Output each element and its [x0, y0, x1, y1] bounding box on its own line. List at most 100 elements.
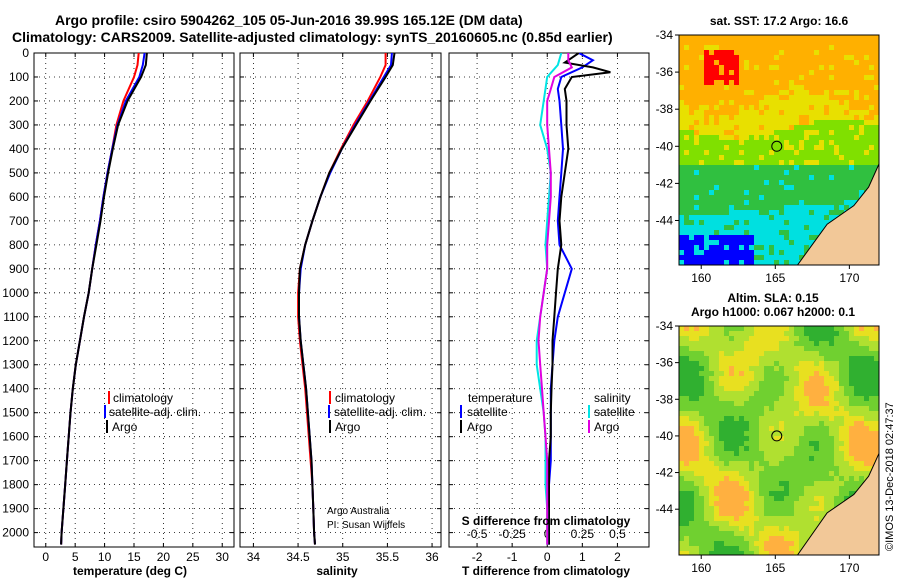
map-cell [779, 466, 785, 472]
map-cell [719, 125, 725, 131]
map-cell [849, 466, 855, 472]
map-cell [679, 366, 685, 372]
map-cell [804, 140, 810, 146]
map-cell [724, 105, 730, 111]
map-cell [684, 135, 690, 141]
map-cell [774, 431, 780, 437]
map-cell [734, 115, 740, 121]
map-cell [759, 125, 765, 131]
map-cell [789, 446, 795, 452]
map-cell [699, 90, 705, 96]
map-cell [704, 496, 710, 502]
map-cell [784, 386, 790, 392]
map-cell [769, 225, 775, 231]
map-cell [819, 100, 825, 106]
map-cell [774, 371, 780, 377]
map-cell [714, 65, 720, 71]
map-cell [739, 406, 745, 412]
map-cell [829, 341, 835, 347]
map-cell [744, 361, 750, 367]
map-cell [764, 70, 770, 76]
map-cell [729, 446, 735, 452]
map-cell [689, 516, 695, 522]
map-cell [774, 105, 780, 111]
map-cell [724, 516, 730, 522]
lat-tick-label: -38 [656, 102, 674, 116]
map-cell [799, 431, 805, 437]
map-cell [784, 526, 790, 532]
lat-tick-label: -38 [656, 392, 674, 406]
map-cell [799, 486, 805, 492]
map-cell [719, 140, 725, 146]
map-cell [844, 75, 850, 81]
map-cell [729, 341, 735, 347]
map-cell [749, 511, 755, 517]
map-cell [749, 536, 755, 542]
map-cell [734, 511, 740, 517]
map-cell [854, 90, 860, 96]
map-cell [769, 391, 775, 397]
map-cell [794, 140, 800, 146]
map-cell [684, 110, 690, 116]
map-cell [719, 160, 725, 166]
map-cell [789, 456, 795, 462]
map-cell [739, 521, 745, 527]
map-cell [784, 456, 790, 462]
map-cell [849, 110, 855, 116]
map-cell [844, 451, 850, 457]
map-cell [704, 110, 710, 116]
map-cell [779, 190, 785, 196]
map-cell [834, 130, 840, 136]
map-cell [844, 90, 850, 96]
map-cell [694, 461, 700, 467]
map-cell [844, 491, 850, 497]
map-cell [799, 150, 805, 156]
map-cell [859, 140, 865, 146]
map-cell [784, 215, 790, 221]
map-cell [829, 160, 835, 166]
map-cell [739, 356, 745, 362]
map-cell [764, 491, 770, 497]
map-cell [799, 170, 805, 176]
map-cell [784, 90, 790, 96]
map-cell [824, 175, 830, 181]
map-cell [754, 110, 760, 116]
map-cell [704, 376, 710, 382]
map-cell [864, 431, 870, 437]
map-cell [849, 45, 855, 51]
map-cell [719, 456, 725, 462]
map-cell [814, 35, 820, 41]
map-cell [804, 536, 810, 542]
map-cell [684, 125, 690, 131]
map-cell [784, 55, 790, 61]
map-cell [794, 40, 800, 46]
map-cell [729, 85, 735, 91]
map-cell [819, 381, 825, 387]
map-cell [714, 195, 720, 201]
map-cell [809, 175, 815, 181]
map-cell [764, 240, 770, 246]
map-cell [784, 105, 790, 111]
map-cell [789, 426, 795, 432]
map-cell [739, 431, 745, 437]
map-cell [849, 346, 855, 352]
map-cell [764, 351, 770, 357]
map-cell [724, 451, 730, 457]
map-cell [754, 541, 760, 547]
map-cell [689, 351, 695, 357]
map-cell [859, 361, 865, 367]
map-cell [689, 396, 695, 402]
map-cell [764, 140, 770, 146]
map-cell [824, 185, 830, 191]
map-cell [729, 60, 735, 66]
map-cell [704, 481, 710, 487]
map-cell [789, 260, 795, 265]
map-cell [764, 170, 770, 176]
map-cell [769, 456, 775, 462]
map-cell [834, 356, 840, 362]
map-cell [784, 511, 790, 517]
map-cell [809, 140, 815, 146]
map-cell [774, 140, 780, 146]
map-cell [749, 230, 755, 236]
map-cell [834, 396, 840, 402]
